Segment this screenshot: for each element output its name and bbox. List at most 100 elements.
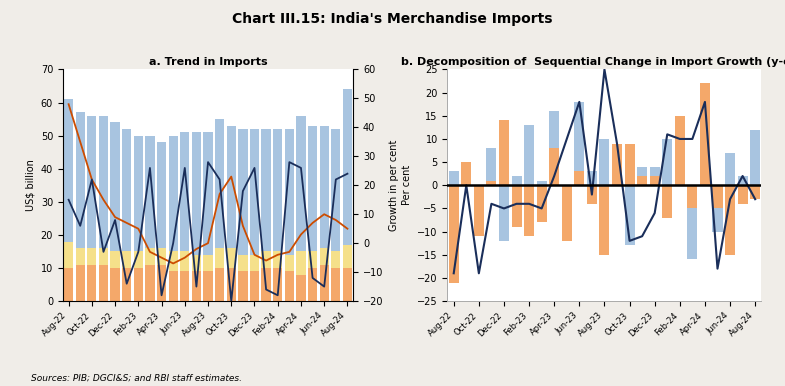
Bar <box>169 135 178 251</box>
M-o-m. growth (RHS) <box>215 177 225 182</box>
Bar <box>462 162 471 185</box>
M-o-m. growth (RHS) <box>285 160 294 164</box>
Bar <box>343 245 352 268</box>
M-o-m. growth (RHS) <box>133 250 143 254</box>
Line: Y-o-y. growth (RHS): Y-o-y. growth (RHS) <box>68 104 348 263</box>
Bar <box>273 129 283 251</box>
M-o-m. growth (RHS) <box>319 284 329 289</box>
Bar <box>663 139 672 185</box>
Bar <box>261 129 271 251</box>
Y-o-y. growth (RHS) <box>308 221 317 225</box>
Bar <box>87 116 97 248</box>
Bar <box>449 171 458 185</box>
Bar <box>169 251 178 271</box>
Bar <box>145 248 155 265</box>
Y-o-y. growth (RHS) <box>238 223 247 228</box>
Change in y-o-y growth <box>462 183 471 188</box>
Bar <box>64 242 73 268</box>
Bar <box>524 185 534 236</box>
Bar <box>75 265 85 301</box>
Bar <box>750 130 760 185</box>
Bar <box>474 185 484 236</box>
Change in y-o-y growth <box>663 132 672 137</box>
Bar <box>75 248 85 265</box>
M-o-m. growth (RHS) <box>111 218 120 222</box>
Bar <box>650 176 659 185</box>
Bar <box>111 251 120 268</box>
Bar <box>261 251 271 268</box>
Bar <box>111 122 120 251</box>
Bar <box>725 185 735 255</box>
M-o-m. growth (RHS) <box>169 241 178 245</box>
Bar <box>499 185 509 241</box>
Bar <box>725 153 735 185</box>
Title: b. Decomposition of  Sequential Change in Import Growth (y-o-y): b. Decomposition of Sequential Change in… <box>401 57 785 67</box>
Title: a. Trend in Imports: a. Trend in Imports <box>148 57 268 67</box>
M-o-m. growth (RHS) <box>192 284 201 289</box>
Change in y-o-y growth <box>650 211 659 215</box>
Change in y-o-y growth <box>449 271 458 276</box>
Bar <box>111 268 120 301</box>
Bar <box>575 171 584 185</box>
Bar <box>203 255 213 271</box>
Bar <box>612 144 622 185</box>
Y-o-y. growth (RHS) <box>261 258 271 263</box>
Bar <box>663 185 672 218</box>
Y-o-y. growth (RHS) <box>215 192 225 196</box>
Bar <box>99 265 108 301</box>
Bar <box>319 265 329 301</box>
Bar <box>343 268 352 301</box>
M-o-m. growth (RHS) <box>145 166 155 170</box>
Bar <box>75 112 85 248</box>
Bar <box>700 125 710 185</box>
Bar <box>537 181 546 185</box>
Y-o-y. growth (RHS) <box>319 212 329 217</box>
Change in y-o-y growth <box>725 197 735 201</box>
Bar <box>308 251 317 268</box>
Bar <box>308 268 317 301</box>
Bar <box>215 268 225 301</box>
Bar <box>308 126 317 251</box>
Text: Sources: PIB; DGCI&S; and RBI staff estimates.: Sources: PIB; DGCI&S; and RBI staff esti… <box>31 373 243 382</box>
M-o-m. growth (RHS) <box>180 166 189 170</box>
Bar <box>192 132 201 255</box>
M-o-m. growth (RHS) <box>87 177 97 182</box>
Bar <box>238 129 247 255</box>
Bar <box>575 102 584 185</box>
Change in y-o-y growth <box>612 141 622 146</box>
Change in y-o-y growth <box>750 197 760 201</box>
M-o-m. growth (RHS) <box>331 177 341 182</box>
Change in y-o-y growth <box>537 206 546 211</box>
Bar <box>319 126 329 248</box>
Bar <box>512 185 521 227</box>
Bar <box>499 120 509 185</box>
M-o-m. growth (RHS) <box>273 293 283 298</box>
Bar <box>133 251 143 268</box>
Change in y-o-y growth <box>474 271 484 276</box>
Y-o-y. growth (RHS) <box>250 252 259 257</box>
Bar <box>215 119 225 248</box>
Bar <box>227 126 236 248</box>
Bar <box>285 129 294 255</box>
Bar <box>180 271 189 301</box>
Y-o-y. growth (RHS) <box>343 226 352 231</box>
Bar <box>64 99 73 242</box>
M-o-m. growth (RHS) <box>343 171 352 176</box>
Bar <box>688 185 697 208</box>
Bar <box>296 116 305 251</box>
Bar <box>192 271 201 301</box>
Y-o-y. growth (RHS) <box>133 226 143 231</box>
M-o-m. growth (RHS) <box>122 281 131 286</box>
Bar <box>449 185 458 283</box>
M-o-m. growth (RHS) <box>296 166 305 170</box>
Bar <box>99 248 108 265</box>
Change in y-o-y growth <box>688 137 697 141</box>
Y-o-y. growth (RHS) <box>99 197 108 202</box>
Bar <box>122 268 131 301</box>
Bar <box>675 116 685 185</box>
Change in y-o-y growth <box>499 206 509 211</box>
Bar <box>122 251 131 268</box>
Y-axis label: Growth in per cent: Growth in per cent <box>389 140 399 231</box>
Y-o-y. growth (RHS) <box>157 256 166 260</box>
Bar <box>550 111 559 185</box>
